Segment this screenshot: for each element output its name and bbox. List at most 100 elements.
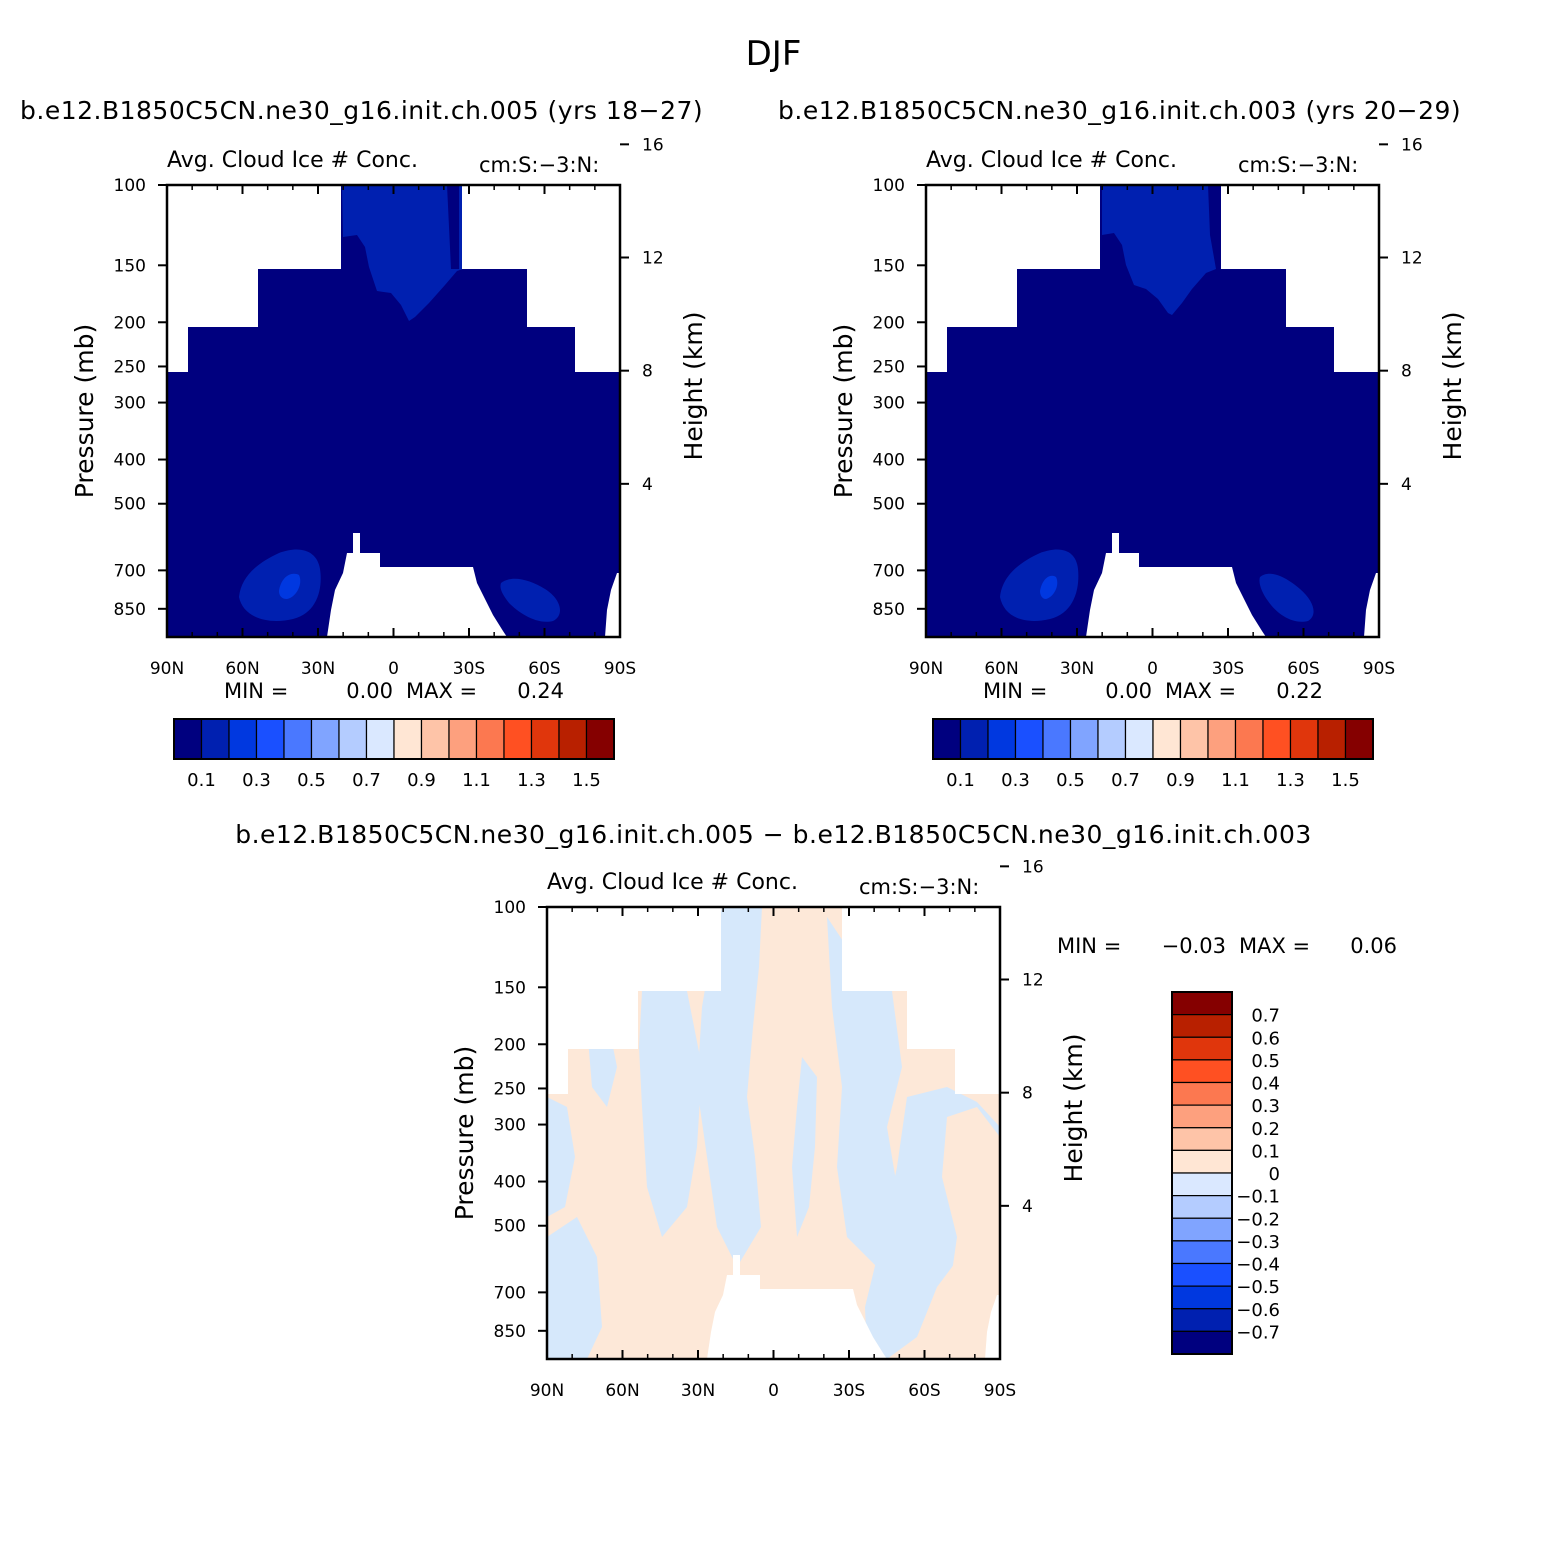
y-axis-title: Pressure (mb) [829, 324, 858, 498]
colorbar-box [1171, 1149, 1233, 1174]
colorbar-frame [173, 718, 615, 760]
colorbar-box [1171, 1330, 1233, 1355]
colorbar-box [1171, 1014, 1233, 1038]
x-tick-label: 60S [908, 1381, 940, 1401]
min-value: 0.00 [1105, 679, 1152, 703]
colorbar-frame [1171, 991, 1233, 1355]
plot-title: Avg. Cloud Ice # Conc. [547, 870, 798, 895]
colorbar-box [987, 718, 1017, 760]
y-tick-label: 850 [114, 600, 146, 620]
max-value: 0.24 [517, 679, 564, 703]
colorbar-box [558, 718, 588, 760]
min-label: MIN = [224, 679, 288, 703]
colorbar-frame [932, 718, 1374, 760]
case-title-right: b.e12.B1850C5CN.ne30_g16.init.ch.003 (yr… [778, 96, 1462, 125]
y-tick-label: 150 [494, 978, 526, 998]
colorbar-label: 0.9 [407, 770, 436, 791]
y2-tick-label: 12 [642, 249, 664, 269]
min-value: 0.00 [346, 679, 393, 703]
x-tick-label: 30N [1060, 659, 1094, 679]
colorbar-label: −0.2 [1236, 1209, 1280, 1230]
colorbar-box [310, 718, 340, 760]
colorbar-box [173, 718, 203, 760]
axes-group: Avg. Cloud Ice # Conc. cm:S:−3:N: 90N 60N 30… [450, 857, 1088, 1401]
y-tick-label: 300 [494, 1116, 526, 1136]
x-tick-label: 60N [225, 659, 259, 679]
colorbar-box [1262, 718, 1292, 760]
colorbar-label: 0.2 [1251, 1119, 1280, 1140]
x-tick-label: 30S [1212, 659, 1244, 679]
colorbar-box [1171, 1240, 1233, 1265]
colorbar-label: 1.5 [572, 770, 601, 791]
case-title-left: b.e12.B1850C5CN.ne30_g16.init.ch.005 (yr… [20, 96, 704, 125]
x-tick-label: 90S [604, 659, 636, 679]
colorbar-box [530, 718, 560, 760]
colorbar-box [585, 718, 615, 760]
colorbar-box [1171, 1195, 1233, 1219]
y-tick-label: 200 [114, 313, 146, 333]
y-tick-label: 100 [873, 176, 905, 196]
y-axis-title: Pressure (mb) [450, 1046, 479, 1220]
colorbar-box [932, 718, 962, 760]
plot-title: Avg. Cloud Ice # Conc. [926, 148, 1177, 173]
colorbar-label: −0.3 [1236, 1232, 1280, 1253]
y2-tick-label: 16 [1022, 857, 1044, 877]
colorbar-box [200, 718, 230, 760]
x-tick-label: 90N [150, 659, 184, 679]
colorbar-label: 0.7 [352, 770, 381, 791]
max-label: MAX = [1239, 934, 1310, 958]
diff-negative-region [697, 907, 762, 1267]
colorbar-box [1097, 718, 1127, 760]
colorbar-label: 0.5 [1056, 770, 1085, 791]
colorbar-box [503, 718, 533, 760]
colorbar-label: 1.1 [462, 770, 491, 791]
x-tick-label: 60S [1287, 659, 1319, 679]
y-tick-label: 400 [873, 451, 905, 471]
y-tick-label: 700 [873, 561, 905, 581]
plot-units: cm:S:−3:N: [1238, 153, 1358, 177]
colorbar-label: −0.4 [1236, 1255, 1280, 1276]
x-tick-label: 0 [388, 659, 399, 679]
colorbar-label: −0.7 [1236, 1322, 1280, 1343]
colorbar-label: 1.1 [1221, 770, 1250, 791]
colorbar-box [255, 718, 285, 760]
y2-tick-label: 16 [642, 135, 664, 155]
y-tick-label: 100 [494, 898, 526, 918]
colorbar-box [959, 718, 989, 760]
colorbar-box [1171, 1217, 1233, 1242]
min-label: MIN = [983, 679, 1047, 703]
colorbar-box [1171, 1285, 1233, 1310]
colorbar-label: 0.7 [1111, 770, 1140, 791]
colorbar-box [1171, 1308, 1233, 1332]
colorbar-box [1179, 718, 1209, 760]
colorbar-box [1152, 718, 1182, 760]
colorbar-label: 0.1 [946, 770, 975, 791]
colorbar-label: 0.1 [1251, 1141, 1280, 1162]
y-tick-label: 300 [114, 394, 146, 414]
y2-tick-label: 12 [1401, 249, 1423, 269]
colorbar-label: 0.1 [187, 770, 216, 791]
field-contour-nh-core [279, 573, 301, 599]
y-tick-label: 200 [494, 1035, 526, 1055]
y2-tick-label: 4 [642, 475, 653, 495]
y-tick-label: 400 [114, 451, 146, 471]
colorbar-box [1289, 718, 1319, 760]
y2-tick-label: 12 [1022, 971, 1044, 991]
min-value: −0.03 [1162, 934, 1226, 958]
colorbar-box [228, 718, 258, 760]
y2-tick-label: 16 [1401, 135, 1423, 155]
colorbar-box [1069, 718, 1099, 760]
y2-tick-label: 8 [1022, 1084, 1033, 1104]
max-label: MAX = [1165, 679, 1236, 703]
x-tick-label: 90S [984, 1381, 1016, 1401]
field-contour-upper [1102, 185, 1216, 315]
colorbar-box [475, 718, 505, 760]
colorbar-label: 1.3 [1276, 770, 1305, 791]
y-tick-label: 850 [494, 1322, 526, 1342]
y2-axis-title: Height (km) [1438, 312, 1467, 461]
x-tick-label: 30S [833, 1381, 865, 1401]
field-contour-nh [1000, 549, 1079, 621]
colorbar-label: 0.5 [1251, 1051, 1280, 1072]
x-tick-label: 30N [301, 659, 335, 679]
y-tick-label: 150 [873, 256, 905, 276]
